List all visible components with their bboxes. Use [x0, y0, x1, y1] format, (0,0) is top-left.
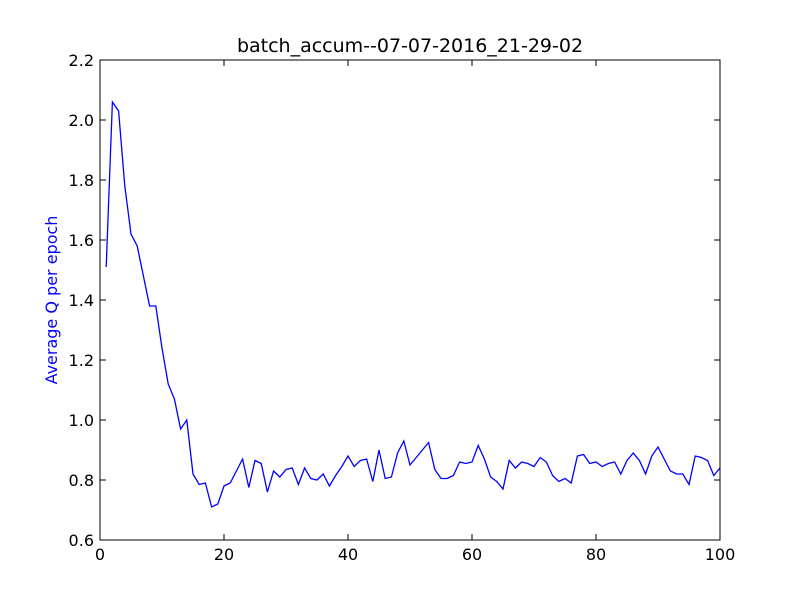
y-tick-label: 1.2 [69, 351, 94, 370]
y-tick-label: 1.6 [69, 231, 94, 250]
y-axis-ticks: 0.6 0.8 1.0 1.2 1.4 1.6 1.8 2.0 2.2 [69, 51, 720, 550]
x-tick-label: 80 [586, 545, 606, 564]
chart-title: batch_accum--07-07-2016_21-29-02 [237, 35, 583, 57]
y-tick-label: 1.8 [69, 171, 94, 190]
y-tick-label: 1.0 [69, 411, 94, 430]
y-axis-label: Average Q per epoch [42, 216, 61, 385]
series-line [105, 100, 721, 508]
x-axis-ticks: 0 20 40 60 80 100 [95, 60, 735, 564]
y-tick-label: 0.8 [69, 471, 94, 490]
x-tick-label: 40 [338, 545, 358, 564]
plot-frame [99, 59, 721, 541]
x-tick-label: 0 [95, 545, 105, 564]
y-tick-label: 1.4 [69, 291, 94, 310]
y-tick-label: 0.6 [69, 531, 94, 550]
y-tick-label: 2.0 [69, 111, 94, 130]
x-tick-label: 60 [462, 545, 482, 564]
x-tick-label: 20 [214, 545, 234, 564]
x-tick-label: 100 [705, 545, 736, 564]
y-tick-label: 2.2 [69, 51, 94, 70]
